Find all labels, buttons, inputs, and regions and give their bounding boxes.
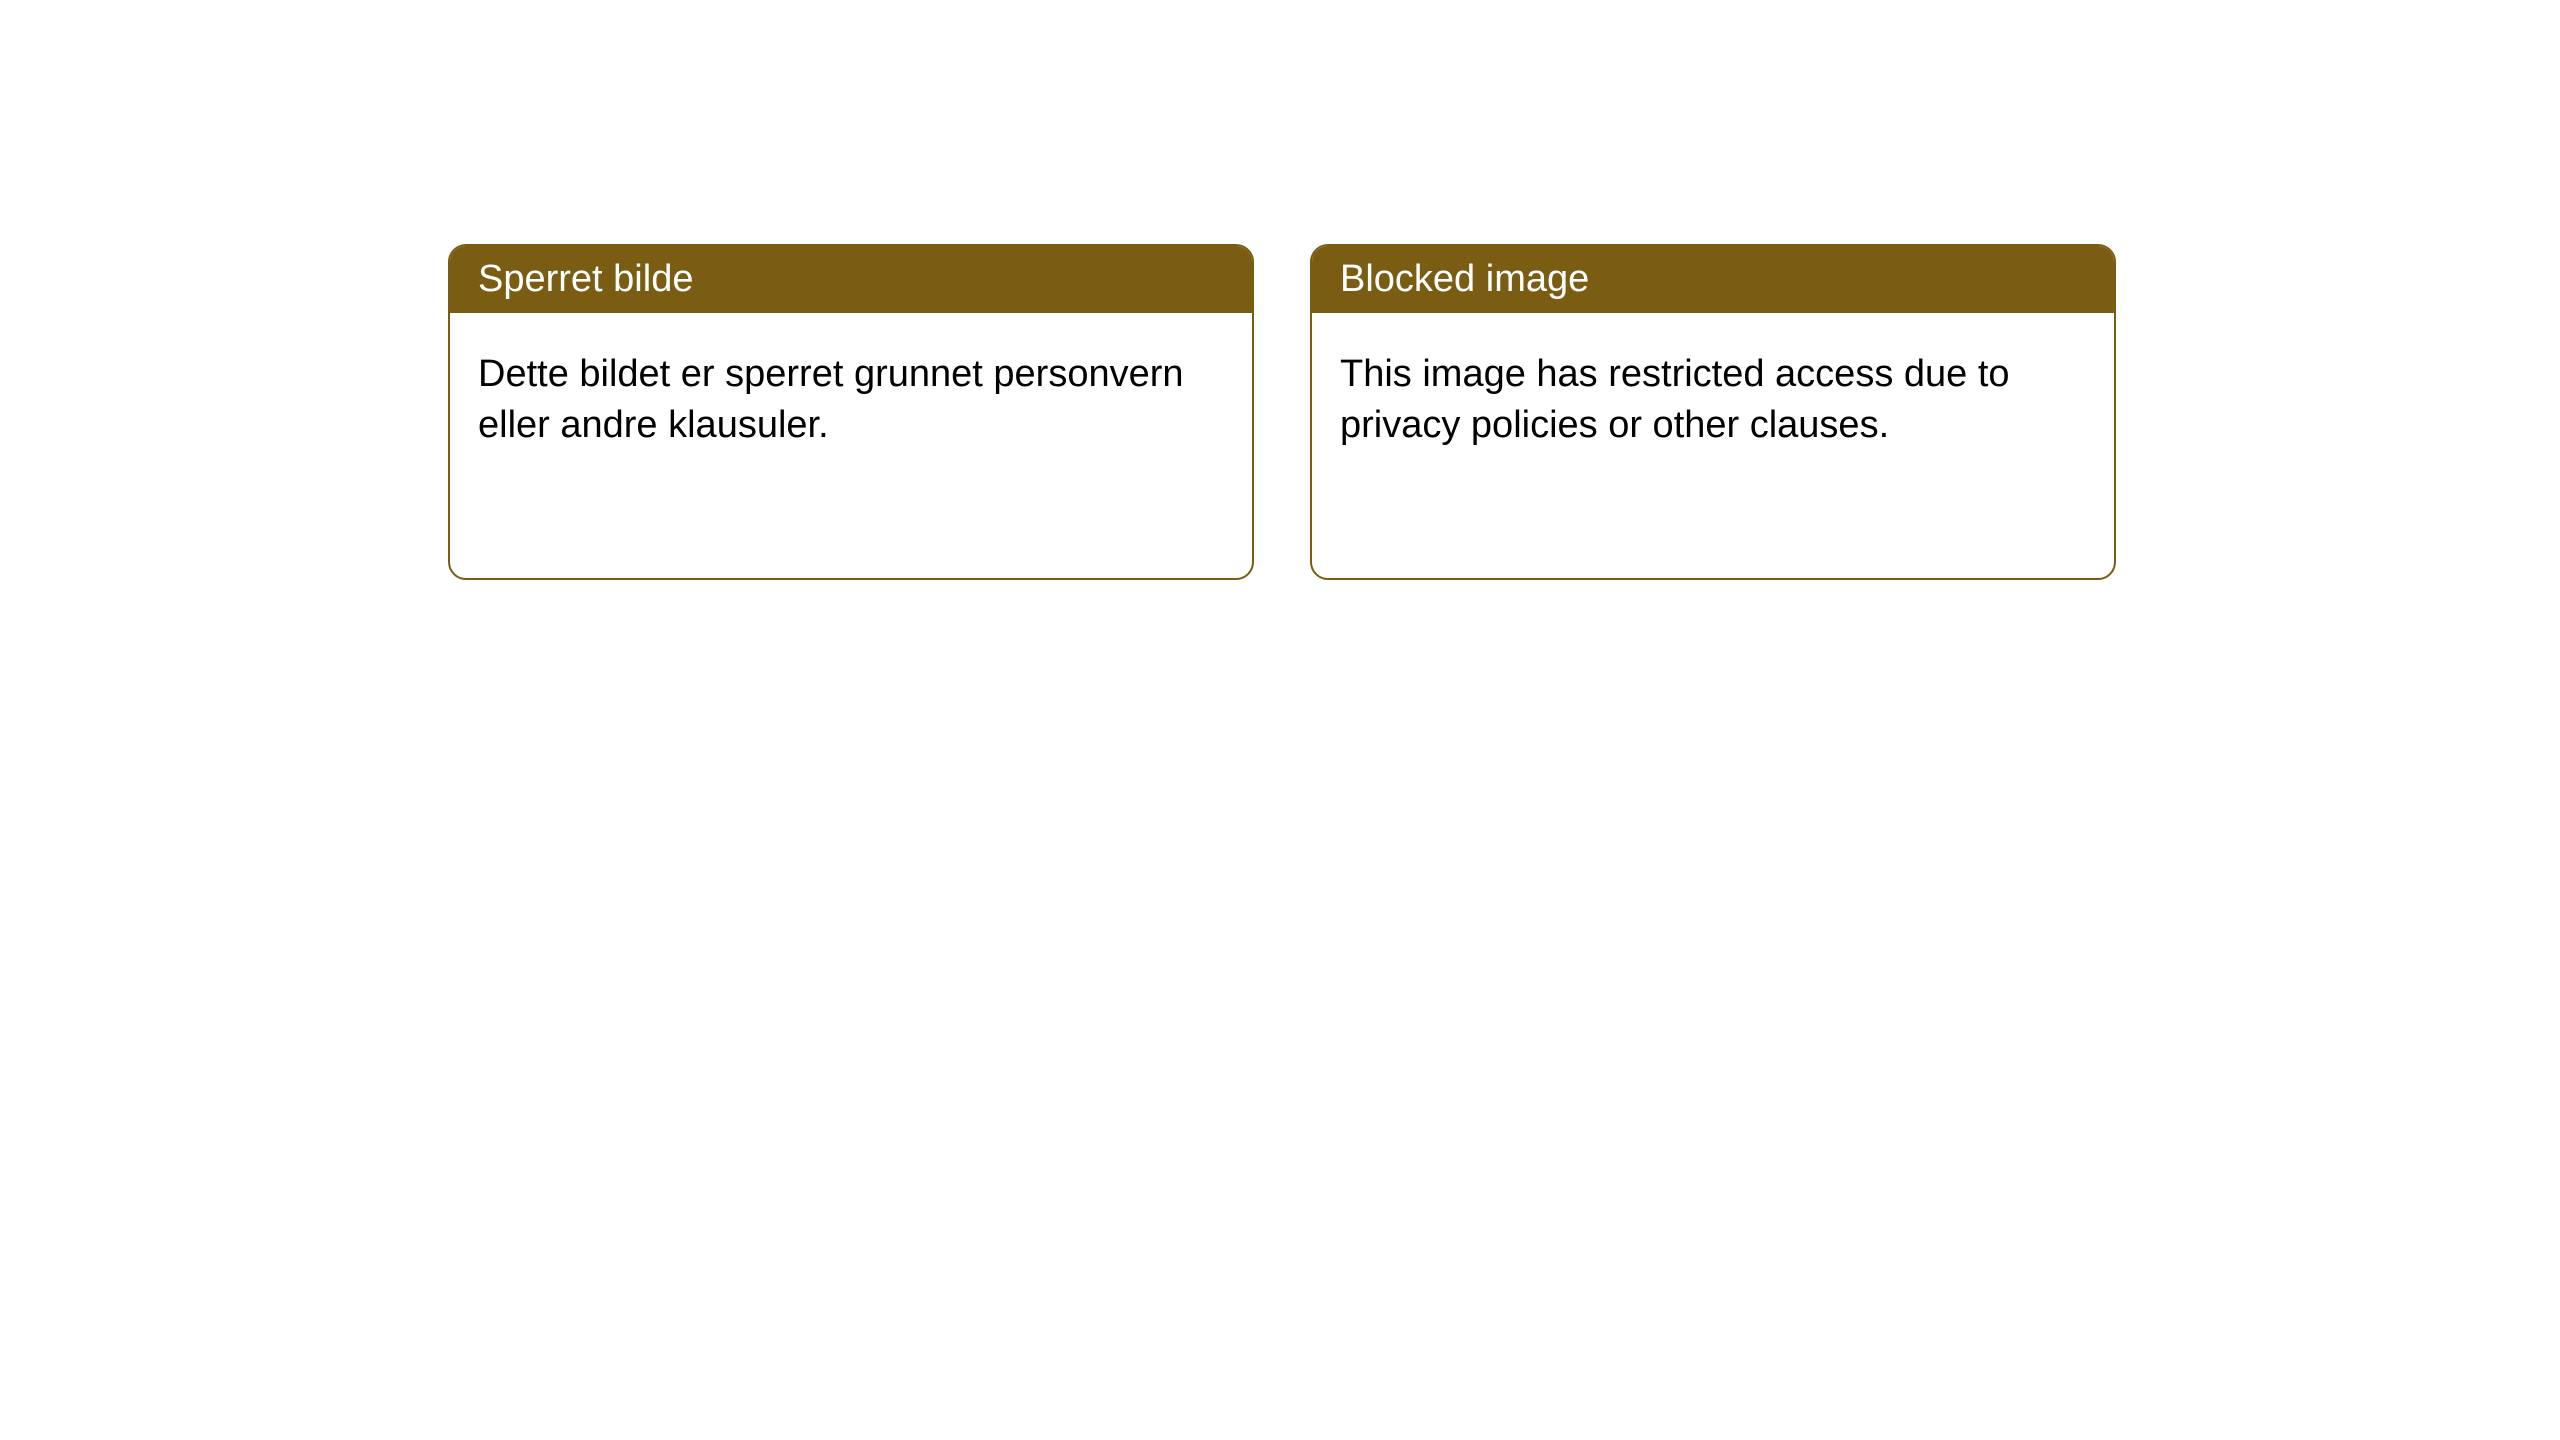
notice-header: Sperret bilde: [450, 246, 1252, 313]
notice-title: Blocked image: [1340, 258, 1589, 300]
notice-title: Sperret bilde: [478, 258, 693, 300]
notice-container: Sperret bilde Dette bildet er sperret gr…: [0, 0, 2560, 580]
notice-header: Blocked image: [1312, 246, 2114, 313]
notice-body: Dette bildet er sperret grunnet personve…: [450, 313, 1252, 488]
notice-card-english: Blocked image This image has restricted …: [1310, 244, 2116, 580]
notice-card-norwegian: Sperret bilde Dette bildet er sperret gr…: [448, 244, 1254, 580]
notice-message: Dette bildet er sperret grunnet personve…: [478, 353, 1184, 446]
notice-body: This image has restricted access due to …: [1312, 313, 2114, 488]
notice-message: This image has restricted access due to …: [1340, 353, 2010, 446]
